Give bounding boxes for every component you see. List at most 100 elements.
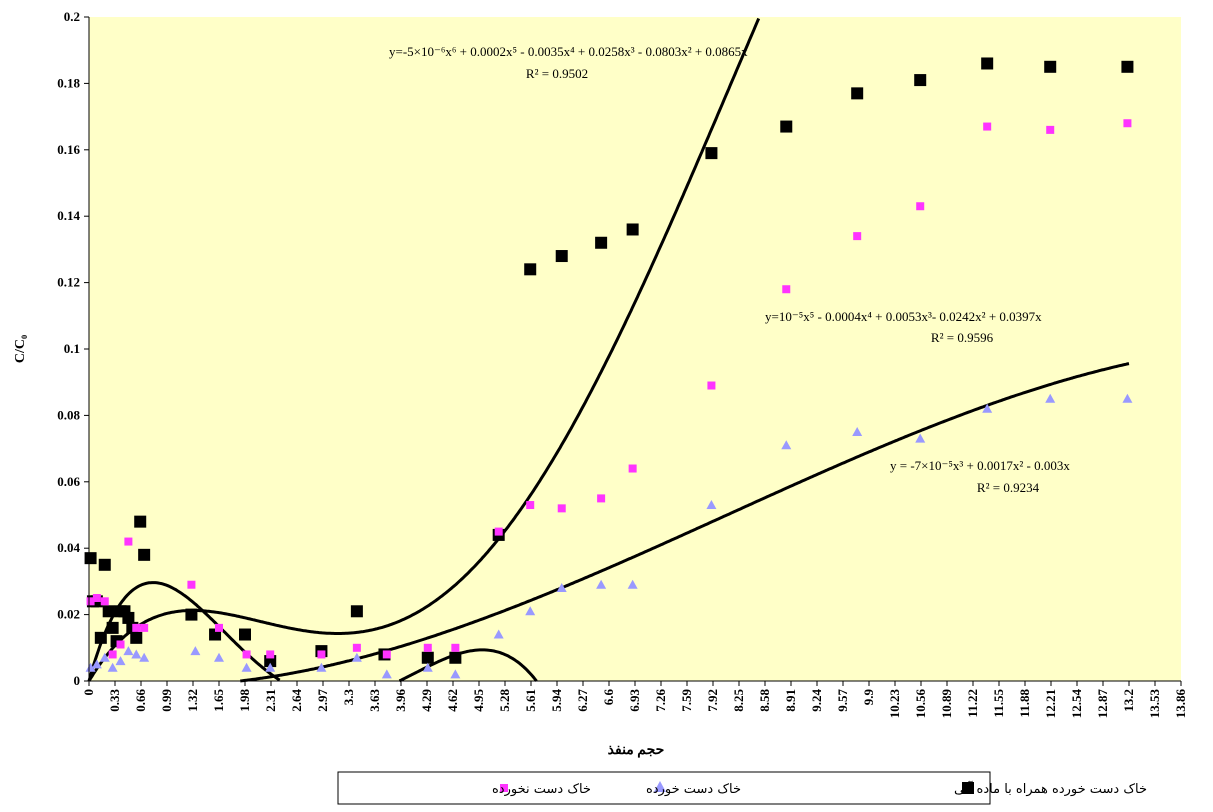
point-organic (130, 631, 143, 644)
x-tick-label: 10.23 (887, 689, 902, 719)
x-tick-label: 10.56 (913, 689, 928, 719)
point-undisturbed (86, 597, 95, 606)
point-undisturbed (140, 623, 149, 632)
point-disturbed (1122, 393, 1133, 403)
point-disturbed (915, 433, 926, 443)
point-disturbed (85, 662, 96, 672)
point-disturbed (316, 662, 327, 672)
y-tick-label: 0.08 (57, 407, 80, 422)
point-undisturbed (628, 464, 637, 473)
point-organic (595, 236, 608, 249)
x-tick-label: 13.86 (1173, 689, 1188, 719)
point-disturbed (982, 403, 993, 413)
point-disturbed (627, 579, 638, 589)
x-axis-ticks: 0 0.33 0.66 0.99 1.32 1.65 1.98 2.31 2.64 2.97 3.3… (81, 681, 1188, 718)
point-undisturbed (124, 537, 133, 546)
legend-marker-disturbed (654, 781, 666, 792)
x-tick-label: 0.99 (159, 689, 174, 712)
point-disturbed (241, 662, 252, 672)
point-undisturbed (187, 580, 196, 589)
x-tick-label: 9.57 (835, 689, 850, 712)
point-disturbed (450, 669, 461, 679)
point-undisturbed (983, 122, 992, 131)
y-axis-ticks: 0 0.02 0.04 0.06 0.08 0.1 0.12 0.14 0.16 0.18 0.2 (57, 9, 89, 688)
point-undisturbed (782, 285, 791, 294)
point-disturbed (265, 662, 276, 672)
x-tick-label: 13.53 (1147, 689, 1162, 719)
point-disturbed (91, 659, 102, 669)
point-disturbed (852, 427, 863, 436)
x-tick-label: 8.58 (757, 689, 772, 712)
point-organic (98, 558, 111, 571)
point-organic (1121, 60, 1134, 73)
legend: خاک دست خورده همراه با ماده آلی خاک دست … (337, 771, 1147, 805)
x-tick-label: 2.64 (289, 689, 304, 712)
point-organic (122, 611, 135, 624)
trendline-equation-2: y=10⁻⁵x⁵ - 0.0004x⁴ + 0.0053x³- 0.0242x²… (765, 309, 1042, 345)
x-tick-label: 6.6 (601, 689, 616, 706)
point-disturbed (706, 500, 717, 510)
point-disturbed (556, 583, 567, 593)
point-disturbed (596, 579, 607, 589)
x-axis-title: حجم منفذ (608, 743, 665, 758)
legend-box (337, 771, 991, 805)
point-organic (914, 74, 927, 87)
point-undisturbed (352, 643, 361, 652)
point-disturbed (525, 606, 536, 616)
y-tick-label: 0.06 (57, 474, 80, 489)
point-disturbed (422, 662, 433, 672)
x-tick-label: 9.9 (861, 689, 876, 706)
svg-text:y = -7×10⁻⁵x³ + 0.0017x² - 0.0: y = -7×10⁻⁵x³ + 0.0017x² - 0.003x (890, 458, 1070, 473)
legend-marker-undisturbed (500, 784, 508, 792)
trendline-equation-3: y = -7×10⁻⁵x³ + 0.0017x² - 0.003x R² = 0… (890, 458, 1070, 495)
x-tick-label: 12.87 (1095, 689, 1110, 719)
legend-label-undisturbed: خاک دست نخورده (492, 782, 591, 797)
x-tick-label: 8.25 (731, 689, 746, 712)
point-undisturbed (100, 597, 109, 606)
x-tick-label: 6.27 (575, 689, 590, 712)
point-organic (981, 57, 994, 70)
point-disturbed (107, 662, 118, 672)
point-organic (102, 605, 115, 618)
y-tick-label: 0.18 (57, 75, 80, 90)
y-tick-label: 0.02 (57, 607, 80, 622)
x-tick-label: 3.63 (367, 689, 382, 712)
legend-label-organic: خاک دست خورده همراه با ماده آلی (954, 780, 1147, 797)
point-undisturbed (215, 623, 223, 632)
svg-text:R² = 0.9234: R² = 0.9234 (977, 480, 1040, 495)
point-undisturbed (451, 643, 460, 652)
x-tick-label: 3.96 (393, 689, 408, 712)
point-disturbed (493, 629, 504, 639)
point-undisturbed (382, 650, 391, 659)
point-undisturbed (92, 594, 101, 602)
x-tick-label: 5.61 (523, 689, 538, 712)
x-tick-label: 2.31 (263, 689, 278, 712)
y-tick-label: 0 (74, 673, 81, 688)
point-undisturbed (526, 501, 535, 510)
svg-text:y=-5×10⁻⁶x⁶ + 0.0002x⁵ - 0.003: y=-5×10⁻⁶x⁶ + 0.0002x⁵ - 0.0035x⁴ + 0.02… (389, 44, 748, 59)
point-organic (84, 552, 97, 565)
x-tick-label: 3.3 (341, 689, 356, 706)
point-disturbed (115, 656, 126, 666)
point-disturbed (190, 646, 201, 656)
data-points (84, 57, 1134, 679)
x-tick-label: 0 (81, 689, 96, 696)
point-disturbed (139, 652, 150, 662)
point-disturbed (781, 440, 792, 450)
x-tick-label: 4.29 (419, 689, 434, 712)
point-organic (705, 147, 718, 160)
x-tick-label: 12.54 (1069, 689, 1084, 719)
point-organic (239, 628, 251, 641)
point-organic (94, 631, 107, 644)
point-organic (185, 608, 198, 621)
y-tick-label: 0.1 (64, 341, 80, 356)
point-organic (134, 515, 147, 528)
x-tick-label: 7.92 (705, 689, 720, 712)
legend-label-disturbed: خاک دست خورده (646, 782, 741, 797)
point-organic (555, 250, 568, 263)
x-tick-label: 5.94 (549, 689, 564, 712)
y-tick-label: 0.04 (57, 540, 80, 555)
y-tick-label: 0.2 (64, 9, 80, 24)
x-tick-label: 11.88 (1017, 689, 1032, 718)
